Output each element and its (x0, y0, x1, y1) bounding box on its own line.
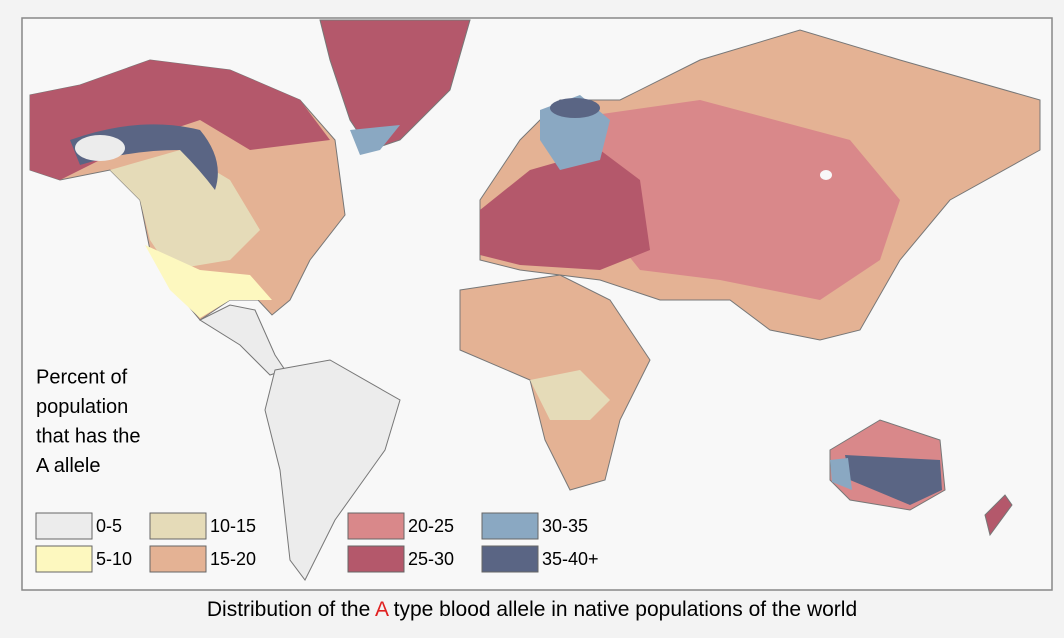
new-zealand (984, 494, 1013, 537)
legend-label: 30-35 (542, 516, 588, 536)
legend-swatch (481, 545, 539, 573)
legend-swatch (149, 512, 207, 540)
legend-title: Percent of (36, 366, 128, 388)
legend-label: 15-20 (210, 549, 256, 569)
alaska-patch (75, 135, 125, 161)
south-america (264, 359, 401, 581)
caption-text: type blood allele in native populations … (388, 598, 857, 621)
legend-label: 10-15 (210, 516, 256, 536)
plains-band (110, 150, 260, 270)
caption: Distribution of the A type blood allele … (207, 598, 857, 621)
legend-swatch (149, 545, 207, 573)
caption-text: Distribution of the (207, 598, 375, 621)
legend-swatch (481, 512, 539, 540)
legend: Percent of population that has the A allele… (35, 366, 599, 573)
caption-highlight: A (375, 598, 389, 621)
legend-swatch (347, 545, 405, 573)
south-us (145, 245, 272, 318)
legend-swatch (35, 545, 93, 573)
legend-label: 20-25 (408, 516, 454, 536)
legend-label: 5-10 (96, 549, 132, 569)
lapland (550, 98, 600, 118)
legend-label: 25-30 (408, 549, 454, 569)
legend-swatch (347, 512, 405, 540)
legend-swatch (35, 512, 93, 540)
central-america (198, 304, 286, 376)
legend-title: population (36, 396, 128, 418)
legend-title: A allele (36, 455, 101, 477)
greenland (319, 19, 471, 151)
central-africa (530, 370, 610, 420)
legend-label: 0-5 (96, 516, 122, 536)
world-map (29, 19, 1041, 581)
greenland-south (350, 125, 400, 155)
legend-label: 35-40+ (542, 549, 599, 569)
australia-west (830, 458, 852, 490)
australia-band (845, 455, 942, 505)
europe (480, 150, 650, 270)
asia-gap (820, 170, 832, 180)
legend-title: that has the (36, 425, 141, 447)
